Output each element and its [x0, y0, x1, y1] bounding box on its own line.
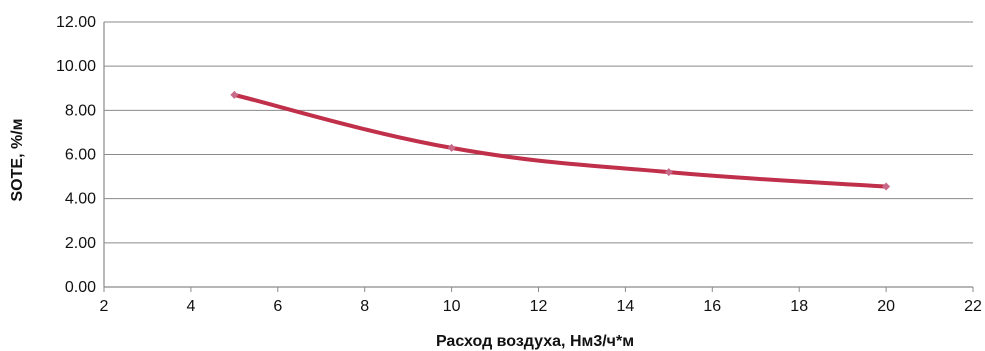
x-tick-label: 10 [443, 298, 461, 315]
x-tick-label: 22 [964, 298, 982, 315]
y-tick-label: 12.00 [56, 14, 96, 31]
gridlines [104, 21, 973, 244]
data-point [230, 90, 239, 99]
y-tick-label: 0.00 [65, 279, 96, 296]
y-tick-labels: 0.00 2.00 4.00 6.00 8.00 10.00 12.00 [56, 14, 96, 296]
y-tick-label: 6.00 [65, 147, 96, 164]
x-tick-label: 8 [360, 298, 369, 315]
x-tick-labels: 2 4 6 8 10 12 14 16 18 20 22 [100, 298, 982, 315]
data-point [447, 143, 456, 152]
x-tick-label: 20 [877, 298, 895, 315]
series-line [232, 92, 889, 189]
x-tick-label: 4 [186, 298, 195, 315]
data-point [664, 168, 673, 177]
x-tick-label: 16 [703, 298, 721, 315]
y-tick-label: 8.00 [65, 102, 96, 119]
data-markers [230, 90, 891, 191]
x-tick-label: 18 [790, 298, 808, 315]
y-tick-label: 2.00 [65, 235, 96, 252]
x-tick-label: 14 [617, 298, 635, 315]
x-tick-label: 12 [530, 298, 548, 315]
x-axis-title: Расход воздуха, Нм3/ч*м [436, 333, 634, 350]
y-tick-label: 4.00 [65, 191, 96, 208]
data-point [882, 182, 891, 191]
x-tick-label: 2 [100, 298, 109, 315]
y-tick-label: 10.00 [56, 58, 96, 75]
series-lines [232, 92, 889, 189]
axes [103, 22, 974, 292]
x-tick-label: 6 [273, 298, 282, 315]
y-axis-title: SOTE, %/м [9, 119, 26, 202]
